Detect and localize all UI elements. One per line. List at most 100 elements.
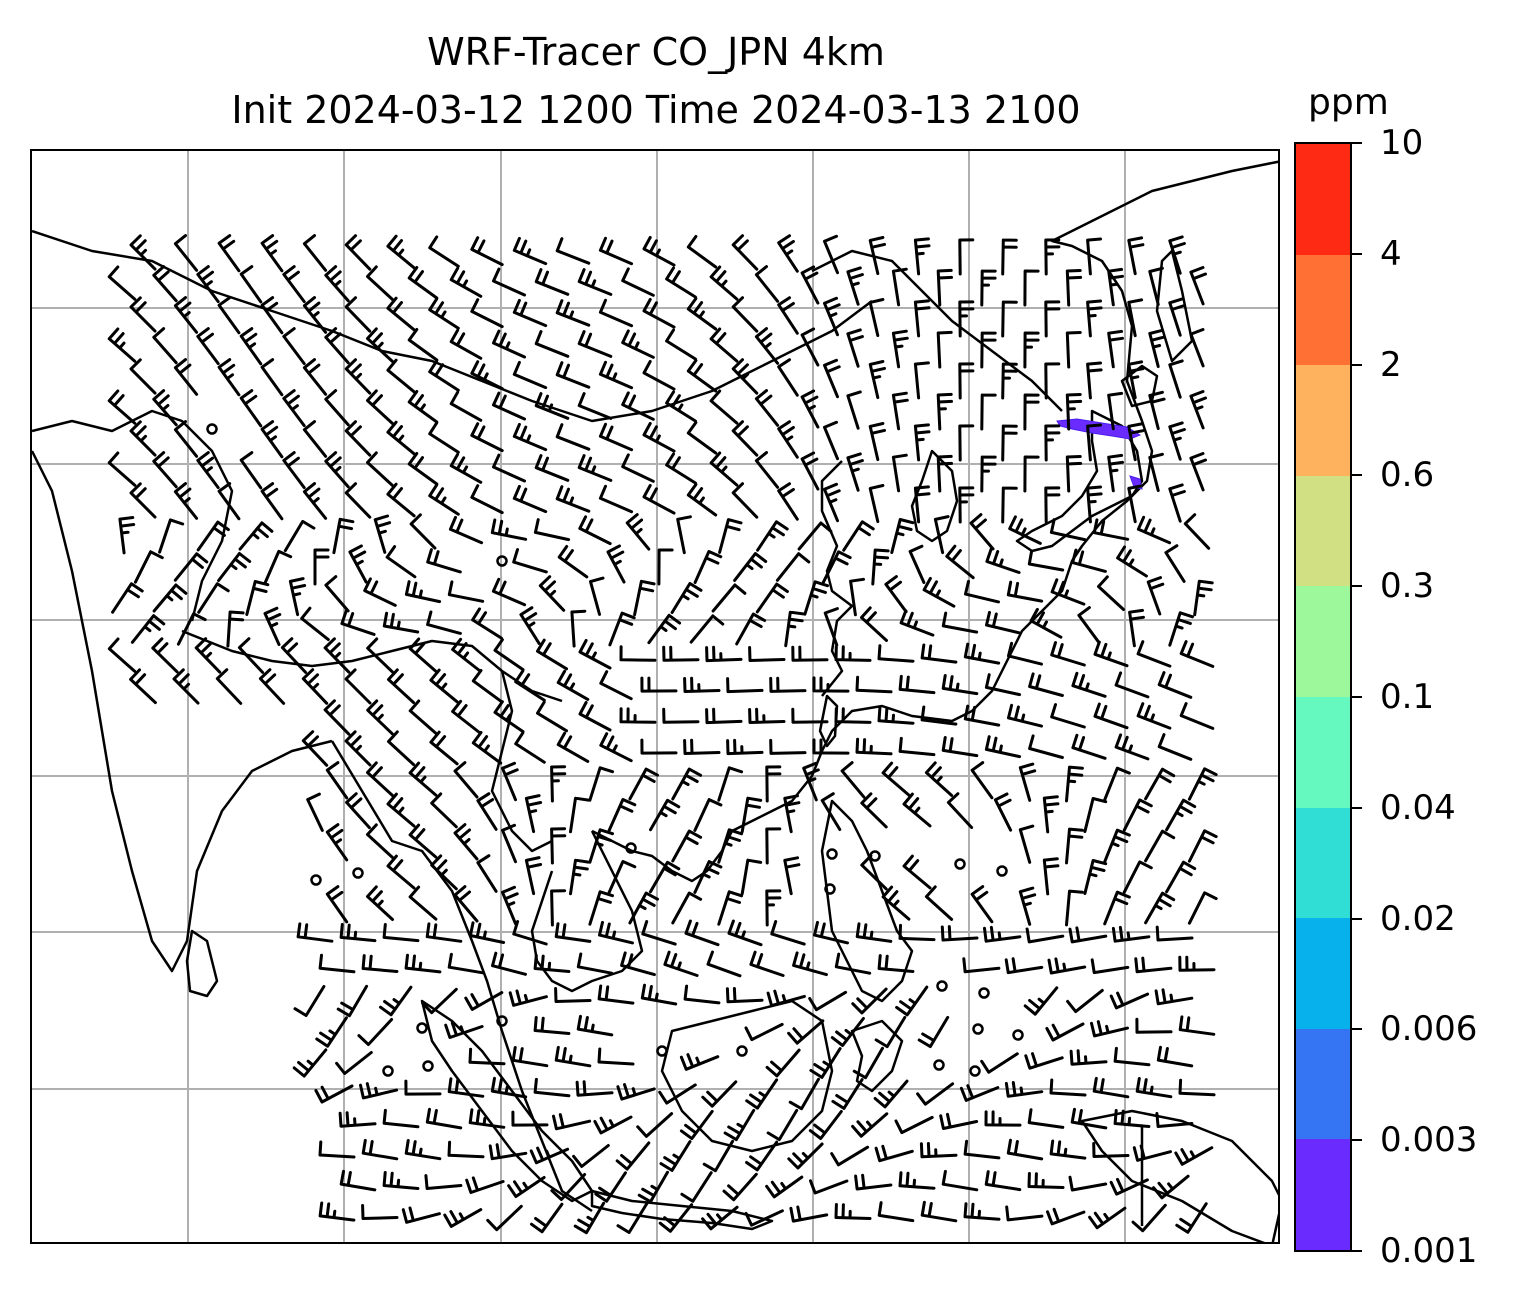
- wind-barb: [196, 265, 220, 304]
- wind-barb: [386, 792, 416, 828]
- wind-barb: [787, 1019, 825, 1045]
- wind-barb: [1069, 1049, 1108, 1066]
- wind-barb: [1027, 549, 1065, 572]
- wind-barb: [324, 327, 350, 365]
- wind-barb: [980, 455, 997, 493]
- wind-barb: [488, 1143, 528, 1161]
- wind-barb: [860, 792, 888, 829]
- wind-barb: [152, 265, 178, 303]
- wind-barb: [1044, 238, 1061, 276]
- wind-barb: [282, 327, 306, 366]
- wind-barb: [404, 580, 442, 604]
- wind-barb: [964, 579, 1000, 604]
- wind-barb: [302, 296, 328, 334]
- wind-barb: [492, 267, 526, 297]
- wind-barb: [325, 823, 349, 862]
- wind-barb: [722, 1172, 758, 1202]
- wind-barb: [891, 329, 909, 369]
- wind-barb: [107, 451, 137, 487]
- wind-barb: [1049, 518, 1087, 542]
- colorbar-segment: [1296, 475, 1350, 587]
- wind-barb: [366, 265, 394, 301]
- wind-barb: [745, 1078, 779, 1110]
- wind-barb: [735, 612, 767, 646]
- wind-barb: [408, 761, 438, 797]
- wind-barb: [754, 327, 780, 365]
- wind-barb: [107, 637, 137, 673]
- wind-barb: [1023, 455, 1040, 493]
- wind-barb: [1109, 991, 1150, 1010]
- wind-barb: [385, 545, 417, 579]
- wind-barb: [152, 389, 178, 427]
- wind-barb: [429, 668, 459, 704]
- wind-barb: [877, 1201, 915, 1223]
- wind-barb: [1086, 485, 1103, 524]
- wind-barb: [657, 548, 674, 586]
- wind-barb: [1146, 576, 1165, 616]
- calm-wind-circle: [996, 865, 1008, 877]
- wind-barb: [1154, 988, 1194, 1006]
- wind-barb: [1148, 390, 1166, 430]
- wind-barb: [1071, 548, 1107, 573]
- wind-barb: [919, 1142, 958, 1159]
- wind-barb: [701, 1080, 738, 1108]
- wind-barb: [302, 420, 328, 458]
- coastlines: [32, 160, 1278, 1242]
- wind-barb: [176, 612, 207, 646]
- wind-barb: [902, 792, 932, 828]
- wind-barb: [802, 761, 820, 802]
- wind-barb: [619, 645, 657, 662]
- wind-barb: [1001, 238, 1018, 276]
- wind-barb: [512, 920, 548, 946]
- wind-barb: [754, 265, 780, 303]
- wind-barb: [665, 390, 697, 423]
- wind-barb: [386, 296, 416, 332]
- wind-barb: [245, 580, 270, 616]
- wind-barb: [1122, 860, 1153, 894]
- wind-barb: [1127, 236, 1145, 276]
- wind-barb: [1090, 958, 1130, 975]
- wind-barb: [588, 766, 614, 802]
- wind-barb: [152, 451, 178, 489]
- wind-barb: [628, 767, 659, 801]
- wind-barb: [428, 359, 460, 392]
- wind-barb: [302, 234, 328, 272]
- wind-barb: [963, 1202, 1001, 1221]
- colorbar-tick-label: 0.003: [1380, 1120, 1478, 1161]
- calm-wind-circle: [969, 1065, 981, 1077]
- wind-barb: [913, 485, 931, 524]
- wind-barb: [366, 761, 394, 797]
- wind-barb: [465, 1176, 505, 1194]
- wind-barb: [1088, 1206, 1127, 1230]
- wind-barb: [621, 329, 655, 359]
- wind-barb: [1183, 513, 1211, 550]
- wind-barb: [430, 792, 458, 829]
- calm-wind-circle: [352, 867, 364, 879]
- wind-barb: [533, 954, 571, 973]
- wind-barb: [470, 298, 504, 329]
- wind-barb: [314, 1084, 354, 1104]
- colorbar-segment: [1296, 254, 1350, 366]
- wind-barb: [823, 482, 841, 523]
- wind-barb: [556, 669, 590, 701]
- wind-barb: [941, 611, 979, 634]
- wind-barb: [852, 1046, 884, 1080]
- wind-barb: [881, 885, 911, 921]
- wind-barb: [408, 885, 438, 921]
- wind-barb: [621, 453, 655, 483]
- wind-barb: [958, 238, 975, 276]
- colorbar-tick-label: 10: [1380, 123, 1424, 163]
- wind-barb: [1168, 297, 1186, 337]
- wind-barb: [512, 236, 548, 266]
- wind-barb: [598, 236, 634, 266]
- wind-barb: [386, 358, 416, 394]
- wind-barb: [534, 454, 570, 482]
- wind-barb: [606, 544, 626, 584]
- wind-barb: [173, 420, 199, 458]
- wind-barb: [891, 391, 909, 431]
- wind-barb: [133, 550, 164, 584]
- wind-barb: [1007, 641, 1043, 666]
- wind-barb: [748, 707, 786, 724]
- wind-barb: [407, 452, 439, 486]
- wind-barb: [621, 391, 655, 421]
